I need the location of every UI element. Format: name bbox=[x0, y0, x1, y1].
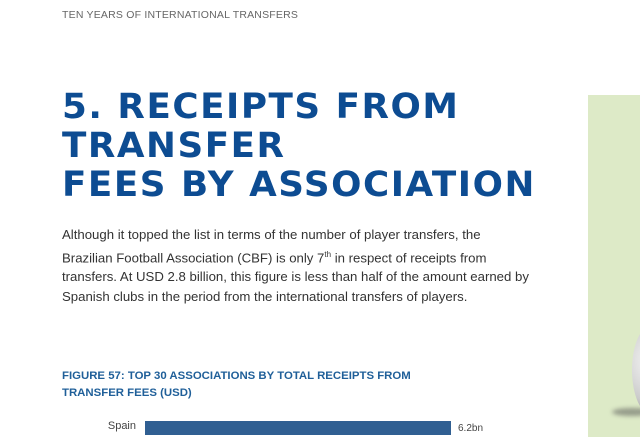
bar-value-spain: 6.2bn bbox=[458, 423, 484, 434]
bar-spain bbox=[145, 421, 451, 435]
paragraph-text-continued: in respect of receipts from transfers. A… bbox=[62, 249, 529, 304]
figure-title-line-1: FIGURE 57: TOP 30 ASSOCIATIONS BY TOTAL … bbox=[62, 370, 411, 382]
decorative-green-panel bbox=[588, 95, 640, 437]
figure-title: FIGURE 57: TOP 30 ASSOCIATIONS BY TOTAL … bbox=[62, 368, 411, 402]
paragraph-superscript: th bbox=[324, 249, 332, 259]
ball-shadow bbox=[612, 408, 640, 416]
bar-label-spain: Spain bbox=[107, 420, 136, 432]
section-title-line-2: FEES BY ASSOCIATION bbox=[62, 165, 536, 205]
figure-title-line-2: TRANSFER FEES (USD) bbox=[62, 387, 192, 399]
football-image bbox=[632, 325, 640, 415]
running-header: TEN YEARS OF INTERNATIONAL TRANSFERS bbox=[62, 9, 299, 21]
body-paragraph: Although it topped the list in terms of … bbox=[62, 225, 532, 306]
paragraph-text: Although it topped the list in terms of … bbox=[62, 227, 481, 265]
section-title: 5. RECEIPTS FROM TRANSFER FEES BY ASSOCI… bbox=[62, 88, 640, 205]
section-title-line-1: 5. RECEIPTS FROM TRANSFER bbox=[62, 87, 460, 166]
